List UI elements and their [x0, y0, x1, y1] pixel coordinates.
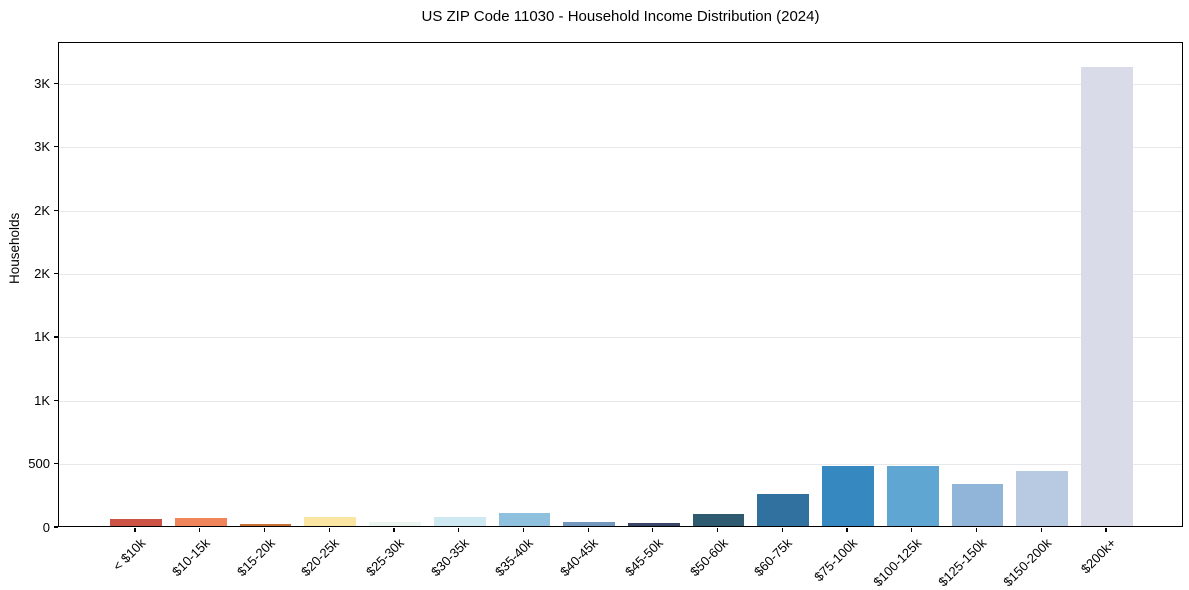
x-tick-mark [975, 528, 978, 532]
gridline [59, 464, 1182, 466]
x-tick-label: $60-75k [751, 535, 796, 580]
bar-200k [1081, 67, 1133, 526]
x-tick-label: $200k+ [1077, 535, 1119, 577]
bar-35-40k [498, 512, 551, 526]
bar-75-100k [822, 465, 874, 526]
gridline [59, 147, 1182, 149]
bar-45-50k [627, 522, 680, 526]
y-tick-mark [54, 82, 58, 85]
x-tick-mark [911, 528, 913, 532]
y-tick-label: 3K [34, 76, 50, 92]
x-tick-mark [522, 528, 524, 532]
x-tick-mark [716, 528, 719, 532]
bar-25-30k [369, 522, 421, 526]
y-tick-label: 2K [34, 202, 50, 218]
x-tick-label: $100-125k [870, 535, 925, 590]
x-tick-mark [781, 528, 783, 532]
x-tick-mark [846, 528, 848, 532]
y-tick-label: 500 [28, 456, 50, 472]
y-tick-mark [54, 336, 58, 338]
gridline [59, 210, 1182, 212]
x-tick-label: $40-45k [557, 535, 602, 580]
gridline [59, 400, 1182, 402]
bar-40-45k [563, 521, 616, 526]
x-tick-label: $50-60k [686, 535, 731, 580]
bar-10k [110, 518, 162, 526]
x-tick-mark [458, 528, 460, 532]
x-tick-mark [199, 528, 201, 532]
chart-title: US ZIP Code 11030 - Household Income Dis… [421, 8, 820, 25]
x-tick-mark [263, 528, 266, 532]
bar-30-35k [433, 516, 486, 526]
x-tick-label: $10-15k [168, 535, 213, 580]
bar-150-200k [1016, 471, 1069, 526]
x-tick-mark [1105, 528, 1107, 532]
bar-100-125k [886, 466, 939, 526]
x-tick-label: $25-30k [363, 535, 407, 580]
x-tick-mark [328, 528, 330, 532]
bar-60-75k [757, 493, 810, 526]
x-tick-mark [587, 528, 589, 532]
y-tick-label: 1K [34, 392, 50, 408]
y-tick-mark [54, 526, 58, 528]
gridline [59, 274, 1182, 276]
bar-10-15k [174, 518, 227, 526]
x-tick-label: $15-20k [233, 535, 278, 580]
plot-area [58, 42, 1183, 527]
x-tick-mark [652, 528, 654, 532]
x-tick-label: $30-35k [427, 535, 472, 580]
bar-20-25k [304, 517, 357, 526]
y-tick-mark [54, 146, 58, 148]
x-tick-label: < $10k [109, 535, 148, 574]
y-tick-mark [54, 273, 58, 275]
y-tick-mark [54, 209, 58, 211]
x-tick-label: $125-150k [935, 535, 990, 590]
x-tick-label: $20-25k [298, 535, 343, 580]
y-tick-label: 3K [34, 139, 50, 155]
x-tick-label: $35-40k [492, 535, 537, 580]
bar-125-150k [951, 484, 1004, 526]
gridline [59, 84, 1182, 86]
x-tick-mark [393, 528, 395, 532]
y-tick-label: 1K [34, 329, 50, 345]
y-tick-label: 0 [42, 519, 50, 535]
bar-50-60k [692, 513, 745, 526]
gridline [59, 337, 1182, 339]
x-tick-label: $150-200k [1000, 535, 1055, 590]
x-tick-label: $75-100k [811, 535, 860, 585]
x-tick-label: $45-50k [621, 535, 666, 580]
y-tick-mark [54, 463, 58, 465]
x-tick-mark [134, 528, 136, 532]
bar-15-20k [239, 524, 292, 526]
y-tick-mark [54, 399, 58, 401]
y-tick-label: 2K [34, 266, 50, 282]
x-tick-mark [1040, 528, 1042, 532]
